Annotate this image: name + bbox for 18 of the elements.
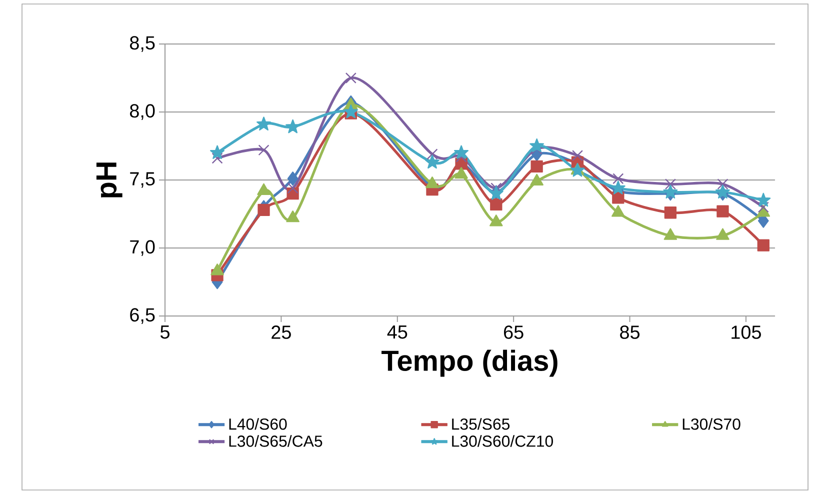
legend-label: L40/S60 bbox=[229, 418, 287, 430]
legend-label: L35/S65 bbox=[452, 418, 510, 430]
x-tick-label: 105 bbox=[732, 326, 761, 339]
legend-label: L30/S60/CZ10 bbox=[452, 435, 553, 447]
y-tick-label: 8,5 bbox=[130, 36, 155, 52]
y-tick-label: 7,5 bbox=[130, 172, 155, 188]
x-tick-label: 5 bbox=[160, 326, 170, 339]
x-tick-label: 85 bbox=[620, 326, 640, 339]
y-tick-label: 6,5 bbox=[130, 308, 155, 324]
x-axis-title: Tempo (dias) bbox=[382, 350, 558, 377]
legend-label: L30/S65/CA5 bbox=[229, 435, 322, 447]
x-tick-label: 25 bbox=[272, 326, 291, 339]
y-tick-label: 8,0 bbox=[130, 104, 155, 120]
y-axis-title: pH bbox=[96, 162, 122, 198]
x-tick-label: 45 bbox=[387, 326, 408, 339]
legend-label: L30/S70 bbox=[682, 418, 740, 430]
x-tick-label: 65 bbox=[504, 326, 524, 339]
y-tick-label: 7,0 bbox=[130, 240, 155, 256]
